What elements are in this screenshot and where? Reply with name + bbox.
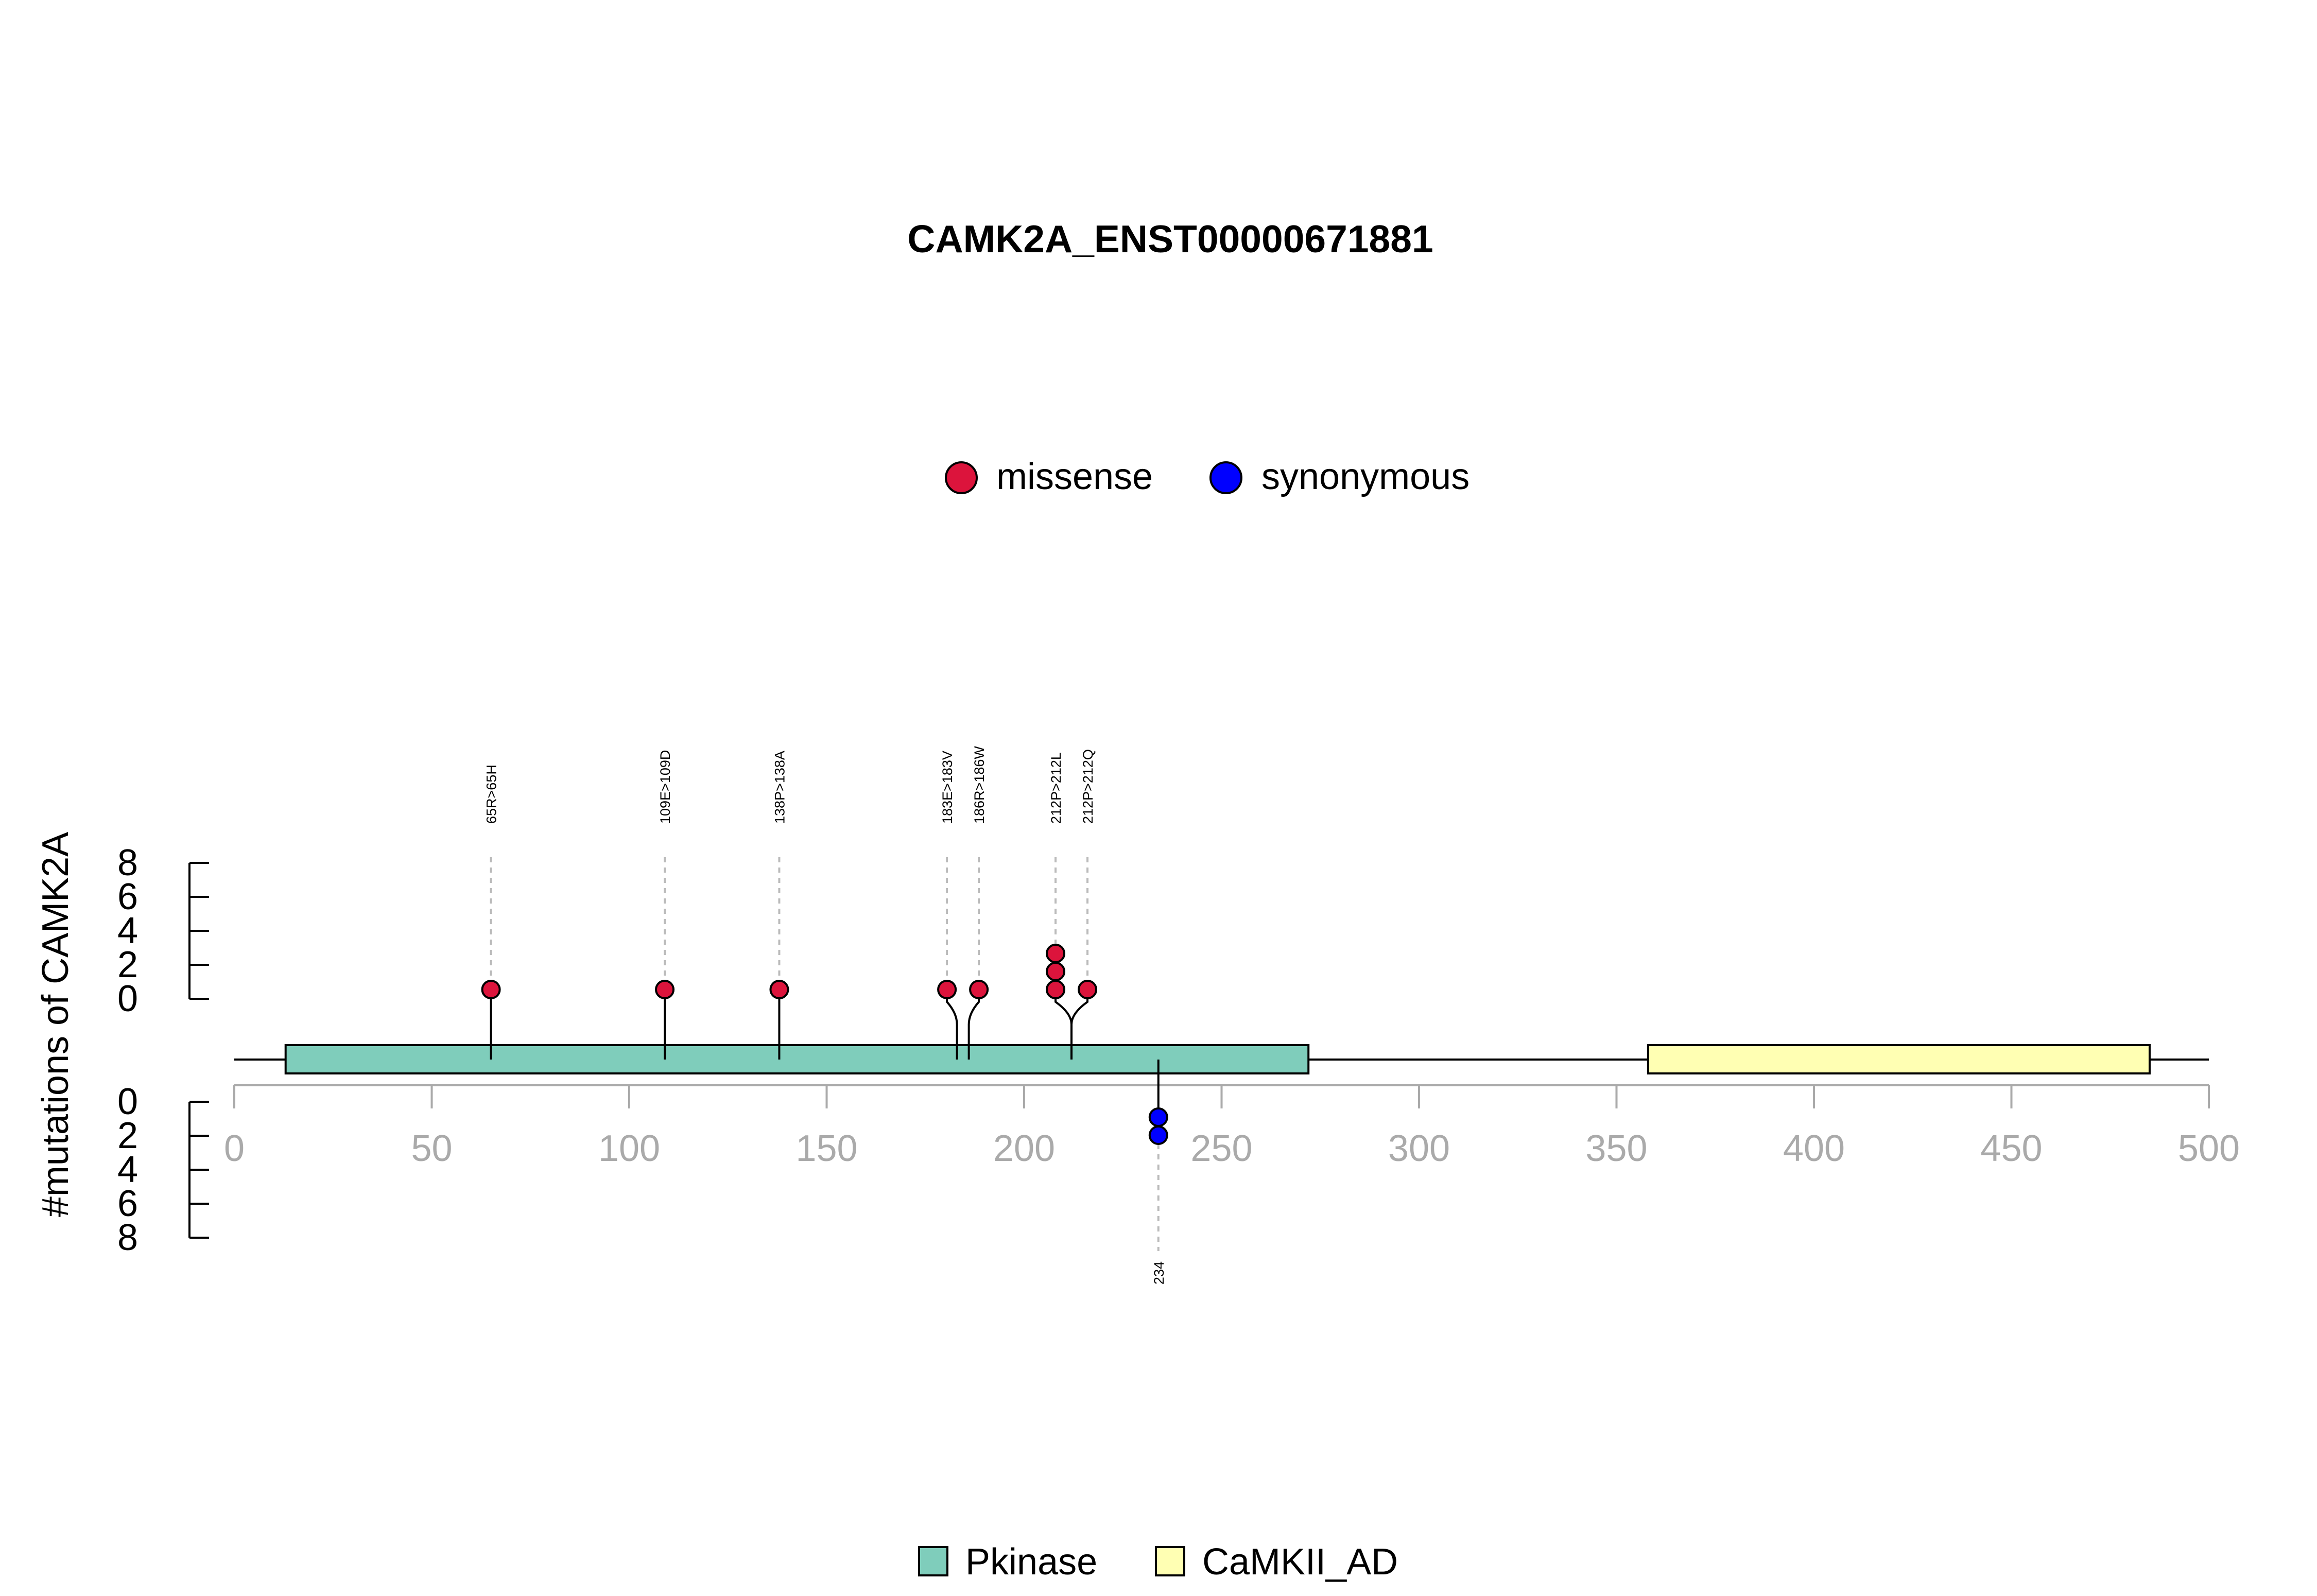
lollipop-stem bbox=[1070, 990, 1089, 1060]
bottom-y-tick-label: 4 bbox=[117, 1149, 138, 1190]
x-tick-label: 50 bbox=[411, 1128, 452, 1169]
x-tick-label: 350 bbox=[1585, 1128, 1647, 1169]
top-y-tick-label: 2 bbox=[117, 944, 138, 985]
x-tick-label: 0 bbox=[224, 1128, 245, 1169]
lollipop-head-missense bbox=[1046, 980, 1066, 999]
x-tick-label: 400 bbox=[1783, 1128, 1845, 1169]
lollipops-top: 65R>65H 109E>109D 138P>138A 183E>183V 186R>1… bbox=[481, 746, 1098, 1060]
top-y-tick-label: 6 bbox=[117, 876, 138, 917]
y-axis-label: #mutations of CAMK2A bbox=[35, 832, 76, 1217]
mutation-label: 234 bbox=[1151, 1261, 1167, 1285]
lollipop-stem bbox=[946, 990, 958, 1060]
bottom-y-tick-label: 0 bbox=[117, 1081, 138, 1122]
top-y-tick-label: 4 bbox=[117, 910, 138, 951]
x-tick-label: 250 bbox=[1190, 1128, 1252, 1169]
lollipops-bottom: 234 bbox=[1148, 1060, 1168, 1285]
x-tick-label: 300 bbox=[1388, 1128, 1450, 1169]
x-axis: 0 50 100 150 200 250 300 350 400 450 500 bbox=[224, 1084, 2240, 1169]
legend-synonymous-marker bbox=[1209, 461, 1242, 494]
top-y-tick-label: 0 bbox=[117, 978, 138, 1019]
bottom-y-tick-label: 6 bbox=[117, 1183, 138, 1224]
mutation-label: 138P>138A bbox=[772, 751, 787, 824]
lollipop-head-missense bbox=[1078, 980, 1098, 999]
mutation-label: 212P>212L bbox=[1048, 752, 1064, 824]
lollipop-head-synonymous bbox=[1148, 1125, 1168, 1145]
lollipop-head-missense bbox=[937, 980, 957, 999]
mutation-label: 212P>212Q bbox=[1080, 749, 1096, 824]
x-tick-label: 450 bbox=[1980, 1128, 2042, 1169]
lollipop-head-missense bbox=[481, 980, 501, 999]
domain-legend: Pkinase CaMKII_AD bbox=[918, 1541, 1398, 1583]
mutation-label: 65R>65H bbox=[484, 765, 499, 824]
x-tick-label: 200 bbox=[993, 1128, 1055, 1169]
mutation-label: 109E>109D bbox=[658, 750, 673, 824]
legend-missense-label: missense bbox=[996, 456, 1153, 497]
x-tick-label: 500 bbox=[2178, 1128, 2240, 1169]
lollipop-head-missense bbox=[769, 980, 789, 999]
top-y-tick-label: 8 bbox=[117, 842, 138, 883]
domain-camkii-ad bbox=[1647, 1044, 2151, 1074]
lollipop-head-missense bbox=[655, 980, 675, 999]
domain-pkinase bbox=[284, 1044, 1310, 1074]
bottom-y-tick-label: 2 bbox=[117, 1115, 138, 1156]
mutation-label: 183E>183V bbox=[940, 751, 955, 824]
domains bbox=[284, 1044, 2151, 1074]
mutation-label: 186R>186W bbox=[972, 746, 987, 824]
lollipop-head-synonymous bbox=[1148, 1107, 1168, 1127]
legend-camkii-swatch bbox=[1155, 1546, 1185, 1576]
chart-title: CAMK2A_ENST00000671881 bbox=[907, 217, 1433, 261]
lollipop-head-missense bbox=[1046, 944, 1066, 963]
bottom-y-tick-label: 8 bbox=[117, 1217, 138, 1258]
mutation-legend: missense synonymous bbox=[945, 456, 1469, 497]
x-tick-label: 100 bbox=[598, 1128, 660, 1169]
legend-pkinase-label: Pkinase bbox=[965, 1541, 1097, 1583]
legend-camkii-label: CaMKII_AD bbox=[1202, 1541, 1398, 1583]
lollipop-head-missense bbox=[969, 980, 989, 999]
legend-pkinase-swatch bbox=[918, 1546, 948, 1576]
x-tick-label: 150 bbox=[796, 1128, 857, 1169]
lollipop-head-missense bbox=[1046, 962, 1066, 981]
legend-synonymous-label: synonymous bbox=[1261, 456, 1469, 497]
lollipop-stem bbox=[967, 990, 980, 1060]
legend-missense-marker bbox=[945, 461, 978, 494]
